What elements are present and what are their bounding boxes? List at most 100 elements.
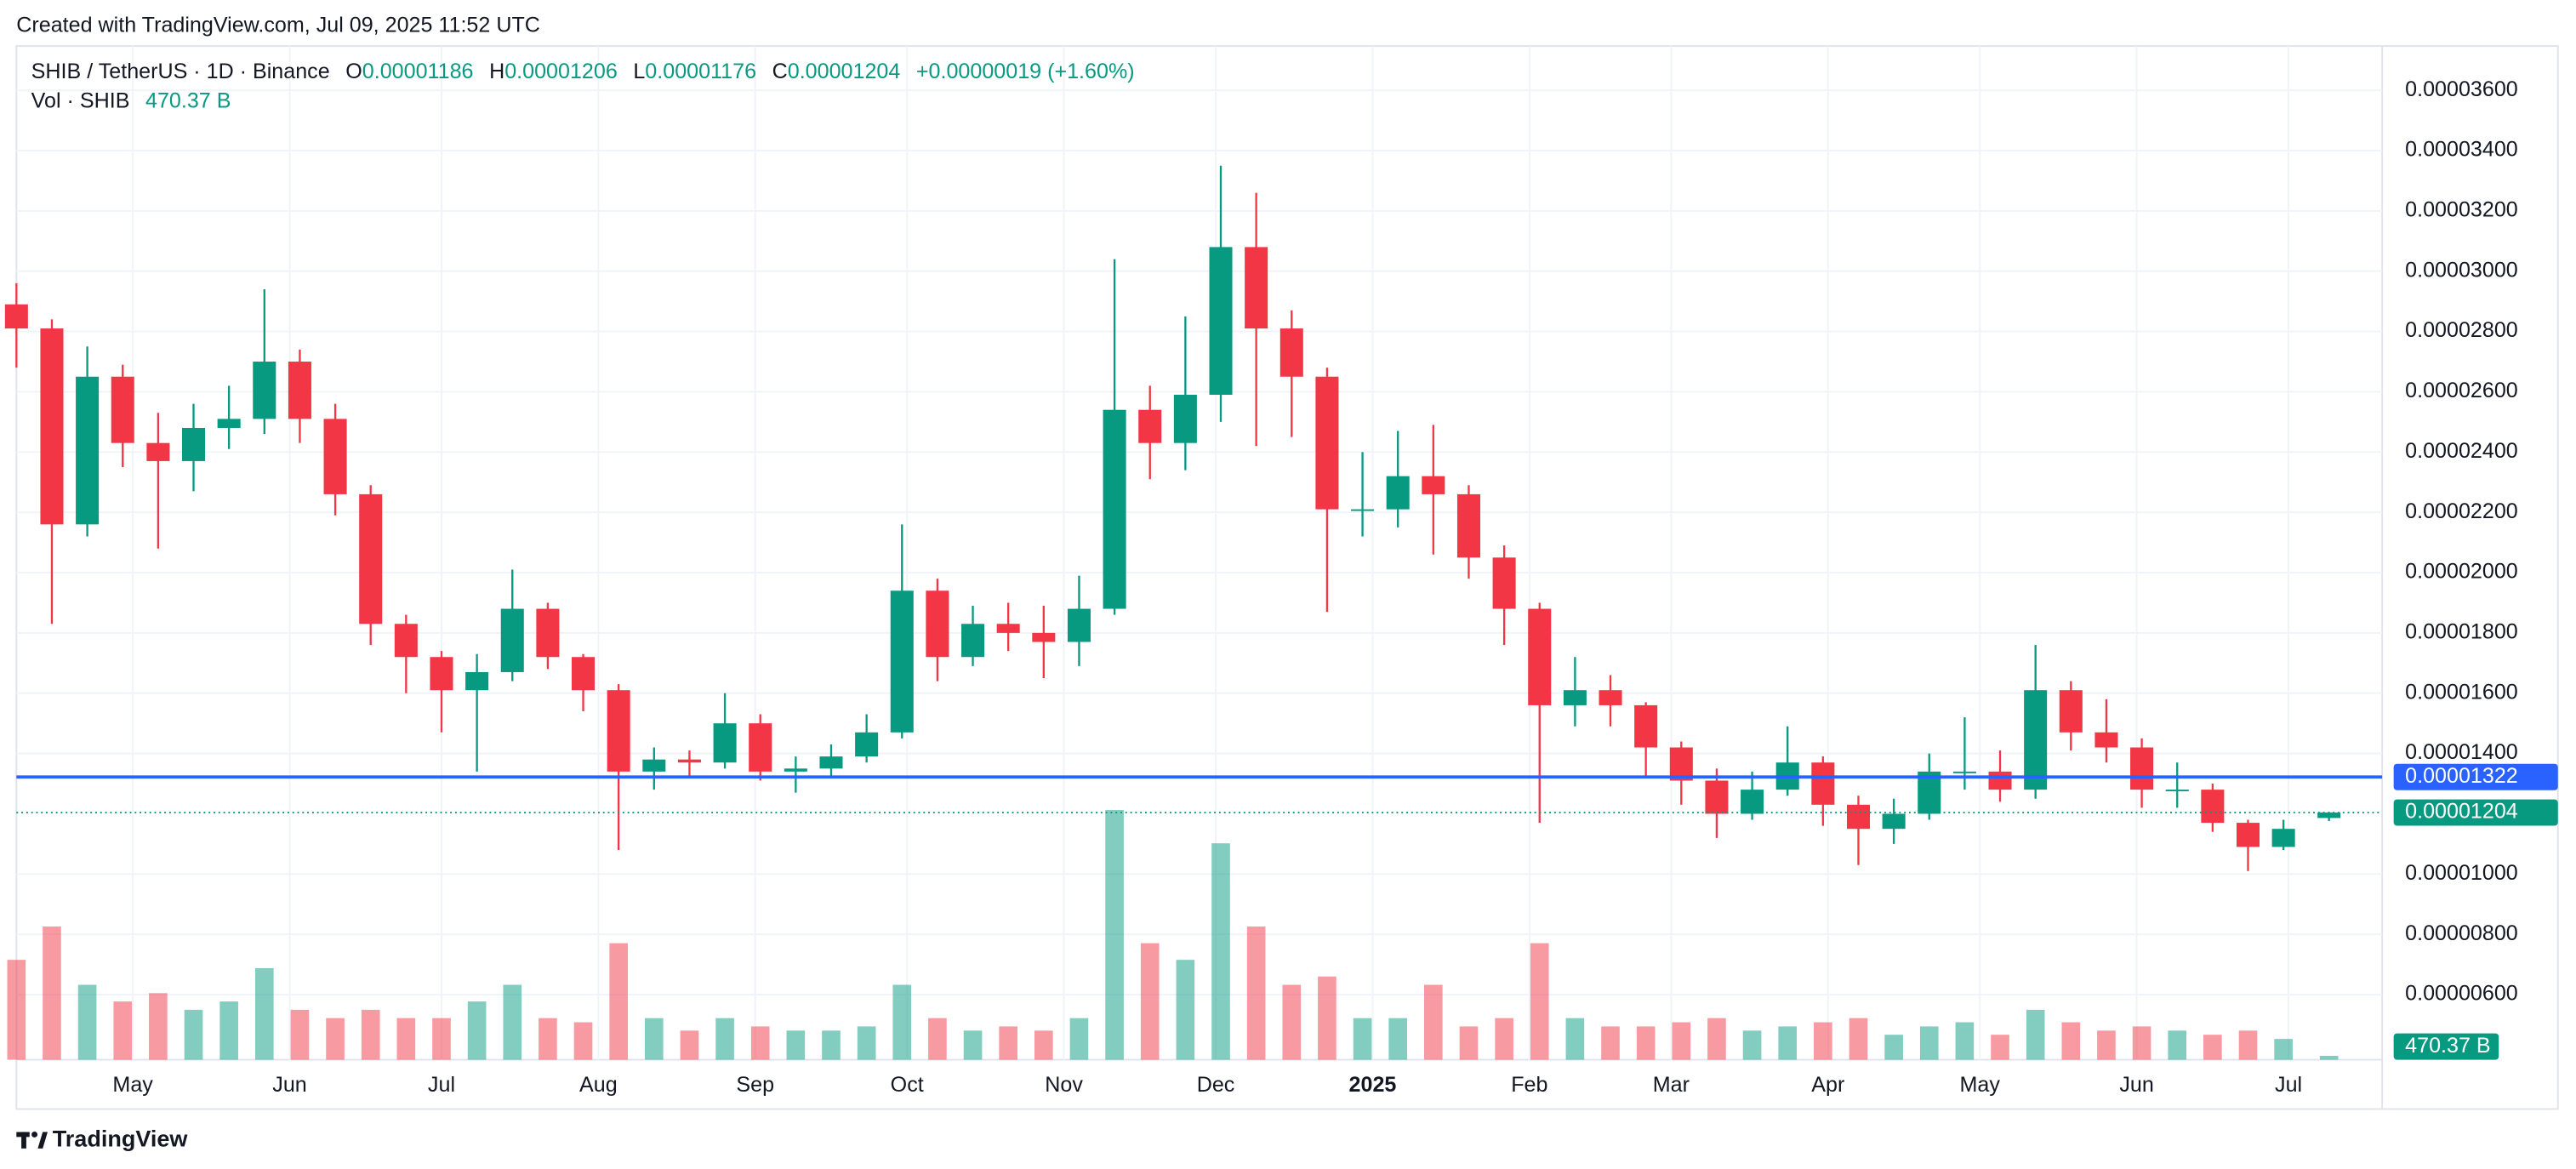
y-tick-label: 0.00001400 [2405, 740, 2518, 764]
volume-bar [1636, 1026, 1656, 1060]
candle-body [749, 723, 772, 772]
volume-legend: Vol · SHIB 470.37 B [31, 88, 231, 112]
candle-body [784, 768, 807, 772]
volume-bar [609, 943, 628, 1060]
grid [16, 46, 2383, 1060]
candle-body [961, 624, 985, 658]
candle-body [288, 362, 311, 419]
legend-value: 0.00001206 [504, 60, 618, 83]
x-tick-label: Jul [428, 1073, 455, 1097]
volume-bar [1565, 1018, 1585, 1060]
candle-body [1245, 247, 1268, 329]
legend-value: 0.00001176 [645, 60, 756, 83]
volume-bar [149, 993, 168, 1060]
candle-body [642, 759, 666, 772]
candle-body [1741, 790, 1764, 814]
candle-body [111, 376, 134, 443]
volume-bar [1991, 1035, 2009, 1060]
candle-body [1456, 493, 1480, 558]
y-tick-label: 0.00001800 [2405, 620, 2518, 644]
volume-bar [892, 984, 912, 1060]
volume-bar [539, 1018, 557, 1060]
volume-bar [1318, 976, 1336, 1060]
volume-bar [1742, 1030, 1762, 1060]
x-tick-label: May [1960, 1073, 2001, 1097]
candles [4, 165, 2341, 871]
y-tick-label: 0.00003400 [2405, 138, 2518, 162]
x-tick-label: Nov [1045, 1073, 1083, 1097]
y-tick-label: 0.00000800 [2405, 921, 2518, 945]
legend-value: 0.00001186 [362, 60, 474, 83]
x-tick-label: May [112, 1073, 153, 1097]
legend-key: C [772, 60, 788, 83]
x-tick-label: Feb [1511, 1073, 1547, 1097]
legend: SHIB / TetherUS · 1D · Binance O0.000011… [31, 60, 1135, 83]
brand-logo [16, 1131, 48, 1149]
volume-bar [1069, 1018, 1089, 1060]
volume-pane [7, 810, 2339, 1060]
candle-body [2024, 690, 2048, 790]
candle-body [1599, 690, 1622, 705]
candle-body [394, 624, 418, 658]
legend-key: L [633, 60, 645, 83]
y-tick-label: 0.00001600 [2405, 680, 2518, 704]
candle-body [2165, 790, 2189, 792]
candle-body [1563, 690, 1587, 705]
y-tick-label: 0.00002400 [2405, 439, 2518, 463]
volume-bar [2238, 1030, 2258, 1060]
volume-bar [1140, 943, 1160, 1060]
legend-change: +0.00000019 (+1.60%) [916, 60, 1135, 83]
price-label: 0.00001322 [2405, 764, 2518, 788]
candle-body [890, 590, 914, 733]
candle-body [1315, 376, 1339, 510]
chart-frame [15, 45, 2559, 1110]
y-tick-label: 0.00003200 [2405, 198, 2518, 222]
volume-bar [1176, 960, 1195, 1060]
price-label-box [2393, 799, 2558, 826]
candle-body [996, 624, 1020, 633]
candle-body [2094, 732, 2118, 748]
volume-bar [644, 1018, 664, 1060]
candle-body [536, 608, 560, 658]
y-tick-label: 0.00002600 [2405, 379, 2518, 402]
volume-bar [1388, 1018, 1408, 1060]
volume-bar [7, 960, 26, 1060]
volume-bar [2026, 1009, 2045, 1060]
volume-bar [1707, 1018, 1726, 1060]
candle-body [1811, 762, 1835, 805]
volume-bar [77, 984, 97, 1060]
volume-bar [1211, 843, 1230, 1060]
candle-body [1988, 771, 2012, 790]
candle-body [76, 376, 100, 525]
volume-bar [1778, 1026, 1798, 1060]
candle-body [1634, 704, 1658, 748]
volume-bar [1884, 1035, 1903, 1060]
candle-body [1279, 328, 1303, 377]
x-tick-label: Apr [1811, 1073, 1844, 1097]
candle-body [1422, 476, 1445, 494]
volume-bar [1672, 1022, 1691, 1060]
volume-bar [1105, 810, 1124, 1060]
volume-bar [432, 1018, 451, 1060]
volume-bar [254, 967, 274, 1060]
candle-body [4, 304, 28, 329]
candle-body [182, 427, 206, 461]
candle-body [430, 657, 453, 691]
candle-body [1669, 747, 1693, 781]
candle-body [1209, 247, 1233, 395]
x-tick-label: Aug [579, 1073, 618, 1097]
candle-body [146, 442, 170, 461]
y-tick-label: 0.00001000 [2405, 861, 2518, 885]
symbol: SHIB / TetherUS · 1D · Binance [31, 60, 330, 83]
volume-bar [219, 1001, 238, 1060]
candle-body [465, 671, 489, 691]
x-tick-label: Jun [272, 1073, 306, 1097]
candle-body [1846, 804, 1871, 830]
y-tick-label: 0.00000600 [2405, 982, 2518, 1006]
candle-body [1138, 409, 1162, 443]
volume-label-box [2393, 1033, 2499, 1060]
volume-bar [786, 1030, 806, 1060]
volume-bar [573, 1022, 593, 1060]
